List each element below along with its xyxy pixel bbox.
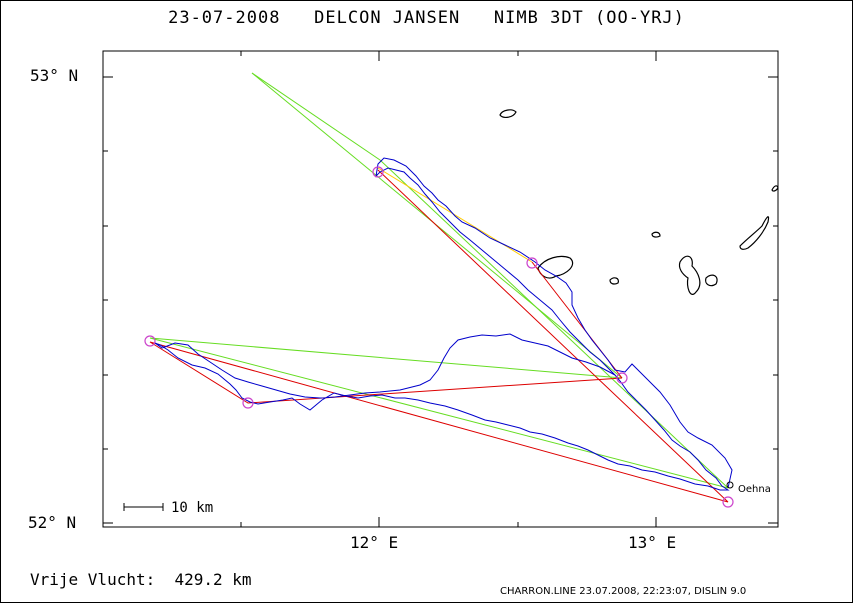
turnpoint-marker bbox=[526, 257, 538, 269]
scale-bar-label: 10 km bbox=[171, 500, 214, 516]
credit-text: CHARRON.LINE 23.07.2008, 22:23:07, DISLI… bbox=[500, 586, 747, 597]
oehna-marker bbox=[726, 481, 734, 489]
turnpoint-marker bbox=[722, 496, 734, 508]
task-lines-green bbox=[149, 72, 729, 489]
place-label-oehna: Oehna bbox=[738, 484, 771, 495]
axis-ticks bbox=[103, 51, 778, 527]
scale-bar bbox=[123, 503, 164, 511]
lake-outlines bbox=[499, 109, 779, 295]
map-frame bbox=[102, 50, 779, 528]
flight-track bbox=[154, 157, 733, 491]
task-line-yellow bbox=[377, 167, 533, 263]
distance-text: Vrije Vlucht: 429.2 km bbox=[30, 570, 252, 589]
lon-label-right: 13° E bbox=[628, 533, 677, 552]
turnpoint-marker bbox=[616, 372, 628, 384]
lon-label-left: 12° E bbox=[350, 533, 399, 552]
lat-label-top: 53° N bbox=[30, 66, 79, 85]
lat-label-bottom: 52° N bbox=[28, 513, 77, 532]
turnpoints bbox=[144, 166, 734, 508]
chart-title: 23-07-2008 DELCON JANSEN NIMB 3DT (OO-YR… bbox=[168, 8, 685, 28]
turnpoint-marker bbox=[144, 335, 156, 347]
turnpoint-marker bbox=[242, 397, 254, 409]
task-lines-red bbox=[149, 169, 729, 503]
turnpoint-marker bbox=[372, 166, 384, 178]
